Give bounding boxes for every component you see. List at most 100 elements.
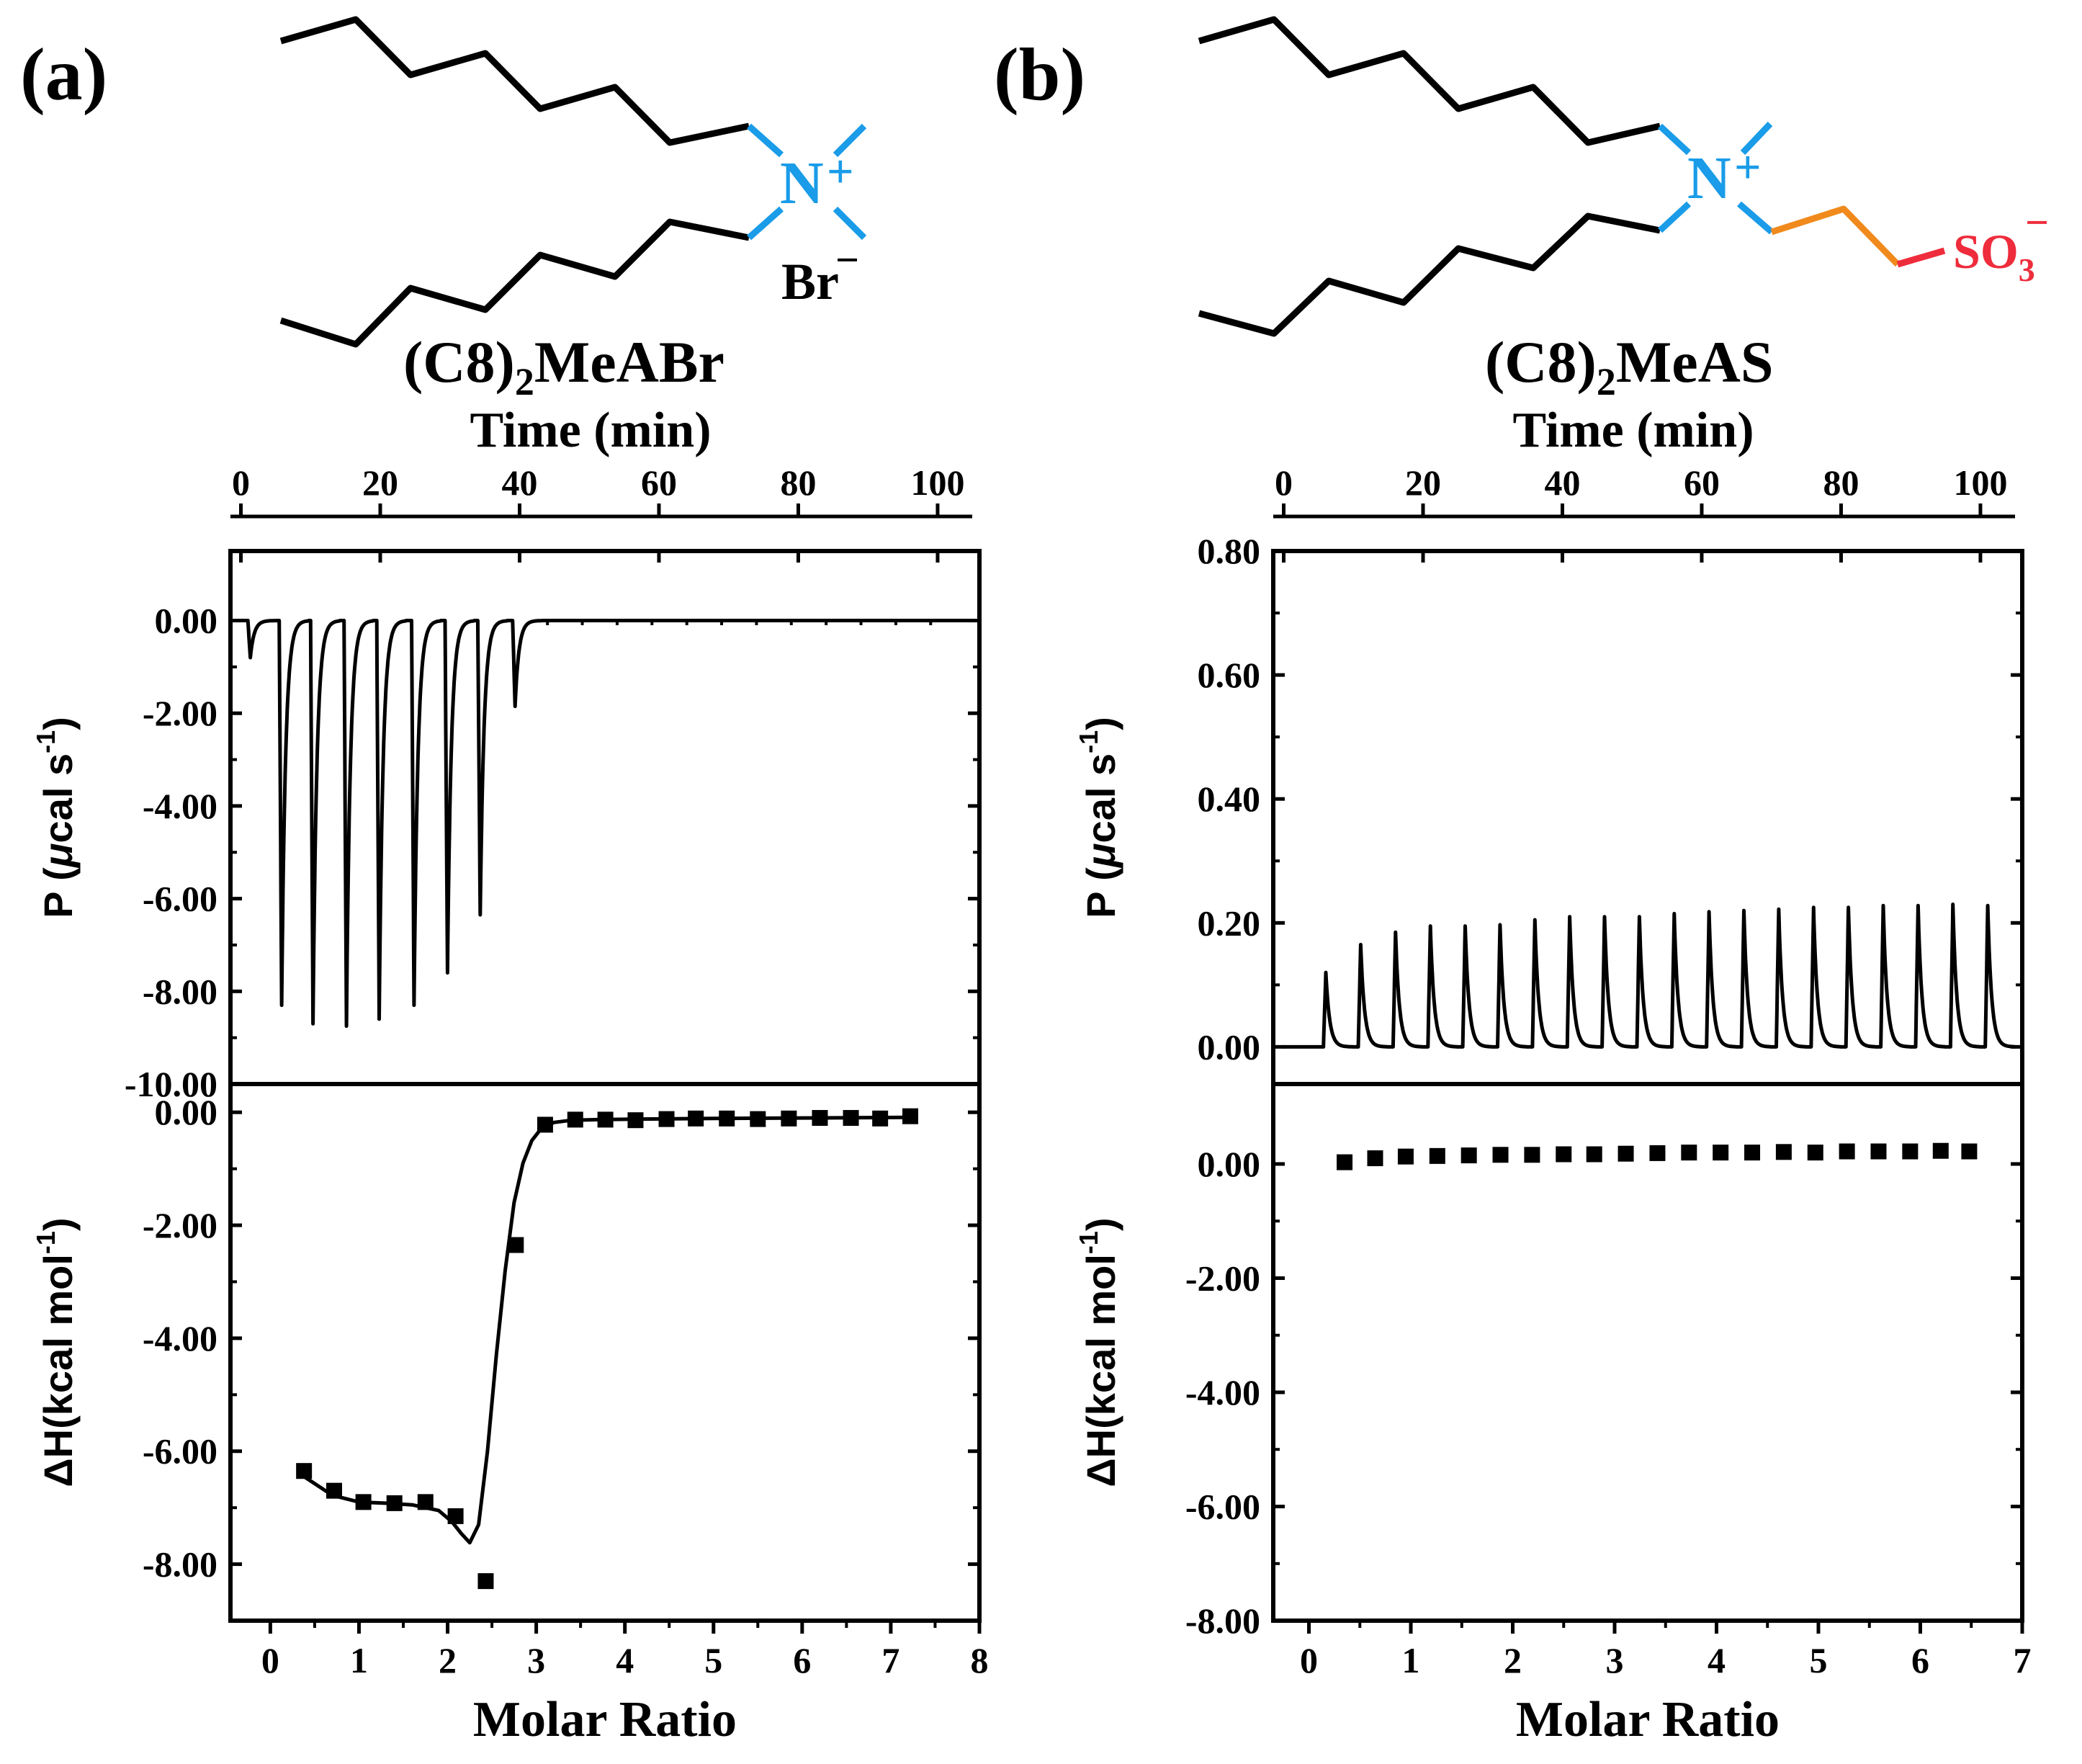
chart-b-fit-xtick-label: 6 [1911, 1640, 1929, 1680]
chart-b-fit-ylabel-sup: -1 [1074, 1231, 1103, 1254]
chart-b-raw-xtick-label: 60 [1684, 462, 1720, 503]
chart-a-raw-injection-peak [249, 656, 252, 659]
chart-b-fit-data-point [1839, 1143, 1855, 1160]
chart-b-raw-injection-peak [1324, 971, 1327, 974]
chart-b-raw-injection-peak [1812, 906, 1815, 909]
chart-a-fit-ytick-label: -4.00 [143, 1318, 217, 1358]
chart-b-raw-injection-peak [1882, 904, 1885, 907]
chart-a-fit-data-point [719, 1110, 735, 1127]
chart-a-fit-xtick-label: 2 [439, 1640, 457, 1680]
chart-a-raw-ytick-label: -8.00 [143, 971, 217, 1011]
chart-b-raw-thermogram: 0.00 0.20 0.40 0.60 0.80 P (μcal s-1) 0 20 40 60 8… [1074, 403, 2024, 1086]
chart-a-fit-xtick-label: 0 [261, 1640, 279, 1680]
chart-a-fit-data-point [537, 1116, 553, 1133]
chart-b-fit-data-point [1713, 1145, 1729, 1161]
chart-a-fit-xlabel: Molar Ratio [473, 1692, 737, 1747]
chart-b-fit-xlabel: Molar Ratio [1516, 1692, 1780, 1747]
molecule-b-nitrogen: N [1687, 145, 1731, 212]
chart-a-raw-ytick-label: -6.00 [143, 879, 217, 919]
chart-b-fit-data-point [1586, 1146, 1602, 1163]
chart-b-fit-xtick-label: 1 [1402, 1640, 1420, 1680]
chart-a-raw-ytick-label: -2.00 [143, 693, 217, 733]
chart-a-fit-data-point [386, 1495, 403, 1511]
chart-b-raw-xtick-label: 20 [1405, 462, 1441, 503]
molecule-a-nitrogen: N [780, 150, 824, 217]
chart-a-raw-injection-peak [479, 913, 482, 916]
chart-a-raw-injection-peak [280, 1004, 283, 1007]
chart-a-fit-ylabel-main: ΔH(kcal mol [35, 1254, 81, 1487]
chart-b-raw-ytick-label: 0.00 [1198, 1026, 1261, 1067]
molecule-b-bond-n-upper [1657, 123, 1692, 156]
chart-a-raw-ylabel-mu: μ [35, 843, 81, 869]
chart-a-fit-xtick-label: 8 [971, 1640, 989, 1680]
chart-a-raw-ylabel-sup: -1 [31, 730, 60, 753]
molecule-a-counter-ion-charge: − [835, 236, 859, 283]
chart-b-fit-data-point [1460, 1147, 1477, 1164]
chart-a-raw-xtick-label: 80 [780, 462, 816, 503]
chart-b-fit-xtick-label: 2 [1504, 1640, 1522, 1680]
chart-b-raw-xtick-label: 0 [1275, 462, 1293, 503]
chart-a-fit-data-point [627, 1112, 644, 1129]
chart-b-fit-ylabel-close: ) [1078, 1217, 1123, 1231]
chart-b-raw-injection-peak [1743, 909, 1746, 912]
chart-b-raw-xtick-label: 100 [1953, 462, 2007, 503]
chart-a-fit-data-point [447, 1508, 464, 1524]
chart-a-fit-data-point [296, 1463, 313, 1479]
molecule-a-bond-n-lower [747, 206, 784, 241]
chart-b-fit-data-point [1775, 1144, 1792, 1160]
molecule-a-structure: N + Br − [279, 16, 867, 348]
chart-b-fit-ytick-label: -4.00 [1185, 1372, 1260, 1412]
chart-a-raw-ytick-label: -4.00 [143, 786, 217, 826]
chart-a-raw-xtick-label: 0 [232, 462, 250, 503]
molecule-b-bond-n-methyl [1740, 121, 1773, 156]
chart-b-raw-injection-peak [1847, 906, 1850, 909]
chart-b-fit-data-point [1337, 1154, 1353, 1170]
chart-a-raw-ytick-label: 0.00 [155, 601, 218, 641]
chart-a-fit-data-point [902, 1108, 918, 1124]
chart-a-fit-xtick-label: 6 [793, 1640, 811, 1680]
chart-a-fit-xtick-label: 7 [881, 1640, 899, 1680]
chart-b-raw-injection-peak [1394, 931, 1397, 934]
chart-a-fit-data-point [597, 1111, 614, 1128]
chart-a-fit-xtick-label: 3 [527, 1640, 545, 1680]
chart-b-raw-frame [1271, 549, 2024, 1086]
chart-a-raw-thermogram: 0.00 -2.00 -4.00 -6.00 -8.00 -10.00 P (μcal s-… [31, 403, 982, 1104]
chart-b-raw-injection-peak [1603, 915, 1606, 918]
chart-a-fit-ytick-label: -8.00 [143, 1544, 217, 1585]
chart-a-fit-data-point [843, 1110, 859, 1127]
chart-a-raw-xtick-label: 40 [501, 462, 537, 503]
panel-label-b: (b) [994, 33, 1085, 116]
chart-b-fit-data-point [1556, 1146, 1572, 1163]
chart-b-fit-data-point [1870, 1143, 1887, 1160]
chart-a-fit-ylabel: ΔH(kcal mol-1) [31, 1217, 81, 1487]
chart-a-raw-ylabel: P (μcal s-1) [31, 717, 81, 918]
chart-b-raw-injection-peak [1916, 904, 1919, 907]
molecule-b-sulfonate: SO3 [1953, 224, 2035, 288]
chart-a-fit-data-point [688, 1110, 704, 1127]
chart-a-fit-ytick-label: -6.00 [143, 1431, 217, 1472]
molecule-b-lower-chain [1198, 212, 1661, 337]
molecule-a-bond-n-methyl1 [833, 123, 867, 158]
molecule-a-nitrogen-charge: + [827, 145, 854, 198]
chart-a-fit-data-point [508, 1237, 524, 1253]
chart-a-fit-ytick-label: -2.00 [143, 1205, 217, 1245]
chart-a-raw-trace [239, 619, 971, 1029]
chart-a-raw-ylabel-unit: cal s [35, 753, 81, 843]
chart-a-raw-xtick-label: 100 [910, 462, 964, 503]
chart-b-raw-xtick-label: 80 [1823, 462, 1859, 503]
chart-a-fit-xtick-label: 5 [704, 1640, 722, 1680]
chart-b-fit-ytick-label: -2.00 [1185, 1258, 1260, 1298]
molecule-b-name: (C8)2MeAS [1485, 329, 1773, 403]
chart-b-fit-data-point [1932, 1142, 1949, 1159]
molecule-b-bond-sulfonate [1896, 247, 1946, 268]
chart-a-fit-data-point [872, 1110, 889, 1127]
chart-b-raw-injection-peak [1499, 923, 1502, 926]
chart-b-fit-data-point [1681, 1145, 1697, 1161]
chart-a-fit-fit-curve [302, 1115, 911, 1545]
chart-a-binding-isotherm: 0.00 -2.00 -4.00 -6.00 -8.00 ΔH(kcal mol-1) 0 1… [31, 1082, 989, 1747]
chart-b-fit-data-point [1807, 1145, 1823, 1161]
chart-b-raw-xtick-label: 40 [1544, 462, 1580, 503]
chart-b-fit-xtick-label: 7 [2014, 1640, 2032, 1680]
chart-b-raw-ytick-label: 0.60 [1198, 655, 1261, 695]
